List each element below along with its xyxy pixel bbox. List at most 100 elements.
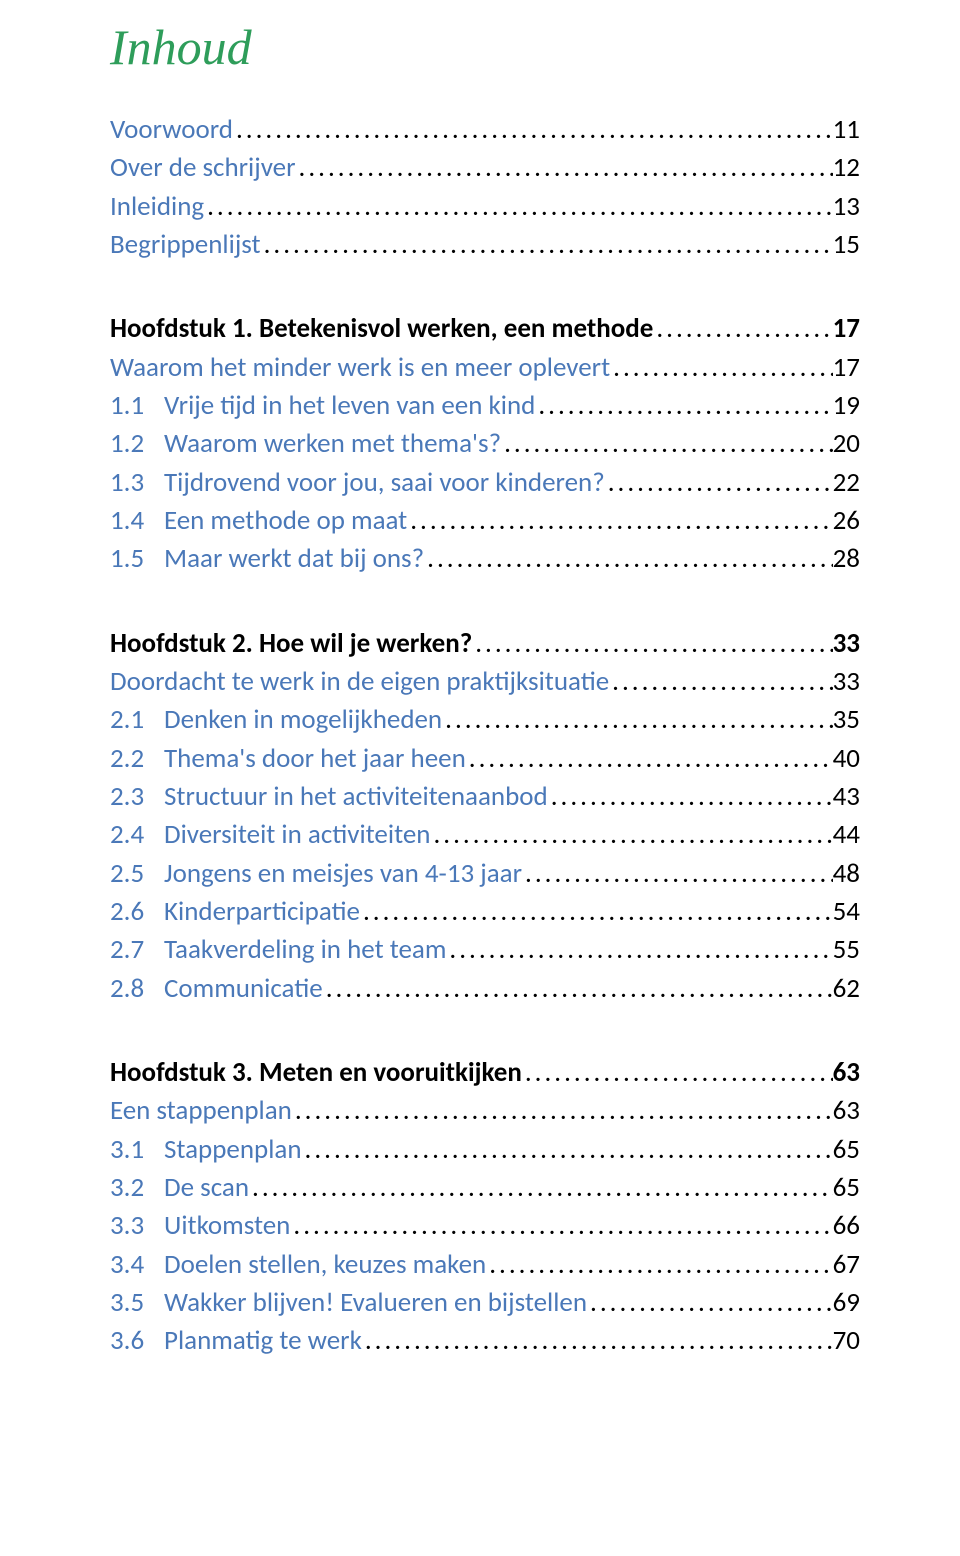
toc-entry-page: 20 [833, 425, 860, 463]
toc-entry[interactable]: 1.5Maar werkt dat bij ons?..............… [110, 540, 860, 578]
toc-dot-leader: ........................................… [249, 1169, 833, 1207]
toc-entry[interactable]: Hoofdstuk 2. Hoe wil je werken?.........… [110, 625, 860, 663]
toc-dot-leader: ........................................… [501, 425, 833, 463]
toc-entry[interactable]: Inleiding...............................… [110, 188, 860, 226]
toc-entry-label: Jongens en meisjes van 4-13 jaar [164, 855, 522, 893]
toc-entry-number: 1.2 [110, 425, 164, 463]
toc-entry[interactable]: Voorwoord...............................… [110, 111, 860, 149]
toc-dot-leader: ........................................… [407, 502, 832, 540]
toc-entry-page: 15 [833, 226, 860, 264]
toc-entry-page: 13 [833, 188, 860, 226]
toc-dot-leader: ........................................… [261, 226, 833, 264]
toc-entry-page: 35 [833, 701, 860, 739]
toc-entry[interactable]: Waarom het minder werk is en meer opleve… [110, 349, 860, 387]
toc-entry-page: 43 [833, 778, 860, 816]
toc-entry-label: Voorwoord [110, 111, 233, 149]
toc-entry[interactable]: 3.3Uitkomsten...........................… [110, 1207, 860, 1245]
toc-entry-page: 33 [833, 625, 860, 663]
toc-entry[interactable]: 2.3Structuur in het activiteitenaanbod..… [110, 778, 860, 816]
toc-entry[interactable]: 2.8Communicatie.........................… [110, 970, 860, 1008]
toc-entry[interactable]: Hoofdstuk 1. Betekenisvol werken, een me… [110, 310, 860, 348]
toc-entry-number: 1.4 [110, 502, 164, 540]
toc-dot-leader: ........................................… [442, 701, 833, 739]
toc-dot-leader: ........................................… [362, 1322, 833, 1360]
toc-entry-page: 67 [833, 1246, 860, 1284]
toc-entry-label: Inleiding [110, 188, 204, 226]
toc-entry-page: 65 [833, 1169, 860, 1207]
toc-entry-label: Doelen stellen, keuzes maken [164, 1246, 486, 1284]
toc-dot-leader: ........................................… [587, 1284, 833, 1322]
toc-entry[interactable]: Over de schrijver.......................… [110, 149, 860, 187]
toc-entry-page: 55 [833, 931, 860, 969]
toc-entry[interactable]: 1.4Een methode op maat..................… [110, 502, 860, 540]
toc-entry[interactable]: Een stappenplan.........................… [110, 1092, 860, 1130]
toc-entry-label: Communicatie [164, 970, 323, 1008]
toc-entry[interactable]: 3.5Wakker blijven! Evalueren en bijstell… [110, 1284, 860, 1322]
toc-entry-label: Vrije tijd in het leven van een kind [164, 387, 535, 425]
toc-entry[interactable]: 2.1Denken in mogelijkheden..............… [110, 701, 860, 739]
toc-entry-number: 2.5 [110, 855, 164, 893]
toc-entry-number: 1.3 [110, 464, 164, 502]
toc-entry[interactable]: 2.2Thema's door het jaar heen...........… [110, 740, 860, 778]
toc-entry-page: 19 [833, 387, 860, 425]
toc-dot-leader: ........................................… [486, 1246, 832, 1284]
toc-entry-label: Een stappenplan [110, 1092, 292, 1130]
toc-entry-label: Structuur in het activiteitenaanbod [164, 778, 548, 816]
toc-entry-page: 63 [833, 1054, 860, 1092]
block-gap [110, 264, 860, 310]
toc-entry-page: 11 [833, 111, 860, 149]
toc-dot-leader: ........................................… [323, 970, 833, 1008]
page: Inhoud Voorwoord........................… [0, 0, 960, 1556]
toc-entry[interactable]: 2.5Jongens en meisjes van 4-13 jaar.....… [110, 855, 860, 893]
block-gap [110, 1008, 860, 1054]
toc-entry-label: Thema's door het jaar heen [164, 740, 466, 778]
toc-entry[interactable]: Doordacht te werk in de eigen praktijksi… [110, 663, 860, 701]
toc-entry-label: Stappenplan [164, 1131, 302, 1169]
toc-dot-leader: ........................................… [302, 1131, 833, 1169]
toc-entry-label: Planmatig te werk [164, 1322, 362, 1360]
toc-entry[interactable]: 2.6Kinderparticipatie...................… [110, 893, 860, 931]
toc-entry[interactable]: 3.2De scan..............................… [110, 1169, 860, 1207]
toc-entry-label: Hoofdstuk 1. Betekenisvol werken, een me… [110, 310, 653, 348]
toc-entry-page: 17 [833, 310, 860, 348]
toc-dot-leader: ........................................… [535, 387, 832, 425]
toc-dot-leader: ........................................… [610, 349, 833, 387]
toc-entry[interactable]: 2.7Taakverdeling in het team............… [110, 931, 860, 969]
toc-entry[interactable]: 1.3Tijdrovend voor jou, saai voor kinder… [110, 464, 860, 502]
toc-entry[interactable]: 2.4Diversiteit in activiteiten..........… [110, 816, 860, 854]
toc-entry-number: 1.1 [110, 387, 164, 425]
toc-dot-leader: ........................................… [292, 1092, 833, 1130]
toc-entry-number: 2.7 [110, 931, 164, 969]
toc-entry[interactable]: Begrippenlijst..........................… [110, 226, 860, 264]
toc-entry-number: 3.3 [110, 1207, 164, 1245]
toc-entry-label: Een methode op maat [164, 502, 407, 540]
toc-entry[interactable]: 1.2Waarom werken met thema's?...........… [110, 425, 860, 463]
toc-dot-leader: ........................................… [360, 893, 833, 931]
toc-entry-label: Over de schrijver [110, 149, 296, 187]
toc-entry[interactable]: 3.1Stappenplan..........................… [110, 1131, 860, 1169]
toc-entry-number: 3.6 [110, 1322, 164, 1360]
toc-entry-number: 2.6 [110, 893, 164, 931]
toc-entry-page: 70 [833, 1322, 860, 1360]
toc-entry-page: 62 [833, 970, 860, 1008]
toc-dot-leader: ........................................… [446, 931, 832, 969]
toc-dot-leader: ........................................… [653, 310, 832, 348]
toc-dot-leader: ........................................… [204, 188, 833, 226]
toc-entry-page: 63 [833, 1092, 860, 1130]
toc-dot-leader: ........................................… [296, 149, 833, 187]
toc-entry[interactable]: 1.1Vrije tijd in het leven van een kind.… [110, 387, 860, 425]
toc-entry[interactable]: 3.4Doelen stellen, keuzes maken.........… [110, 1246, 860, 1284]
toc-entry-page: 22 [833, 464, 860, 502]
toc-entry-page: 54 [833, 893, 860, 931]
toc-entry-page: 48 [833, 855, 860, 893]
toc-entry[interactable]: Hoofdstuk 3. Meten en vooruitkijken.....… [110, 1054, 860, 1092]
toc-dot-leader: ........................................… [522, 855, 833, 893]
toc-dot-leader: ........................................… [290, 1207, 832, 1245]
toc-entry-page: 33 [833, 663, 860, 701]
toc-dot-leader: ........................................… [548, 778, 833, 816]
toc-entry-number: 2.4 [110, 816, 164, 854]
toc-entry[interactable]: 3.6Planmatig te werk....................… [110, 1322, 860, 1360]
toc-entry-label: Waarom werken met thema's? [164, 425, 501, 463]
toc-entry-label: Denken in mogelijkheden [164, 701, 442, 739]
toc-entry-number: 2.8 [110, 970, 164, 1008]
